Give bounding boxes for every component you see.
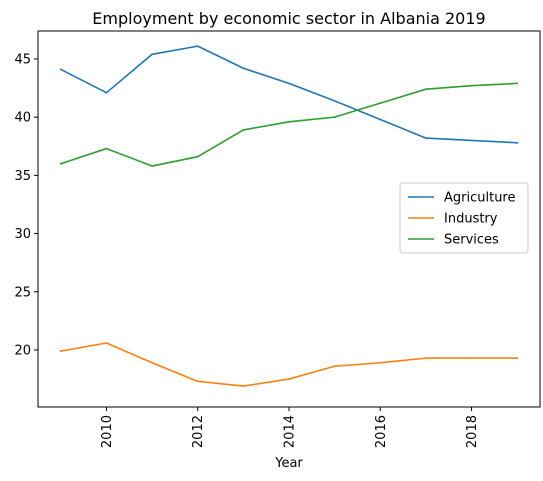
legend-label-services: Services — [444, 233, 499, 248]
data-point-industry — [242, 385, 245, 387]
x-tick-label: 2012 — [191, 415, 206, 448]
x-axis: 2010 2012 2014 2016 2018 — [100, 407, 480, 448]
y-tick-label: 35 — [14, 169, 31, 184]
x-tick-label: 2018 — [465, 415, 480, 448]
y-tick-label: 20 — [14, 343, 31, 358]
data-point-services — [288, 120, 290, 123]
data-point-agriculture — [59, 68, 62, 71]
data-point-services — [425, 88, 427, 91]
data-point-services — [151, 165, 153, 167]
data-point-agriculture — [333, 99, 336, 102]
x-tick-label: 2010 — [100, 415, 115, 448]
data-point-services — [516, 82, 519, 85]
data-point-services — [105, 147, 108, 150]
y-axis: 20 25 30 35 40 45 — [14, 52, 38, 358]
data-point-services — [470, 84, 473, 87]
y-tick-label: 45 — [14, 52, 31, 67]
legend: Agriculture Industry Services — [399, 182, 529, 254]
data-point-services — [242, 129, 245, 131]
data-point-industry — [105, 342, 108, 344]
chart-title: Employment by economic sector in Albania… — [92, 9, 485, 28]
legend-label-industry: Industry — [444, 212, 498, 227]
data-point-industry — [470, 357, 473, 360]
data-point-services — [333, 116, 336, 119]
legend-box — [399, 182, 529, 254]
data-point-agriculture — [516, 141, 519, 144]
x-tick-label: 2016 — [374, 415, 389, 448]
data-point-industry — [425, 357, 427, 360]
y-tick-label: 40 — [14, 111, 31, 126]
data-point-agriculture — [196, 45, 199, 48]
data-point-industry — [516, 357, 519, 360]
x-tick-label: 2014 — [283, 415, 298, 448]
data-point-services — [379, 102, 382, 105]
data-point-agriculture — [151, 53, 153, 56]
y-tick-label: 30 — [14, 227, 31, 242]
data-point-industry — [288, 378, 290, 380]
data-point-services — [59, 162, 62, 165]
legend-label-agriculture: Agriculture — [444, 191, 516, 206]
data-point-industry — [333, 365, 336, 368]
data-point-services — [196, 155, 199, 158]
data-point-industry — [151, 361, 153, 364]
data-point-industry — [196, 380, 199, 383]
data-point-agriculture — [425, 137, 427, 140]
data-point-agriculture — [288, 82, 290, 85]
x-axis-label: Year — [274, 456, 303, 471]
series-layer — [59, 45, 519, 387]
data-point-agriculture — [379, 118, 382, 121]
data-point-agriculture — [105, 91, 108, 94]
data-point-industry — [59, 350, 62, 353]
data-point-agriculture — [242, 67, 245, 70]
y-tick-label: 25 — [14, 285, 31, 300]
data-point-industry — [379, 361, 382, 364]
data-point-agriculture — [470, 139, 473, 142]
